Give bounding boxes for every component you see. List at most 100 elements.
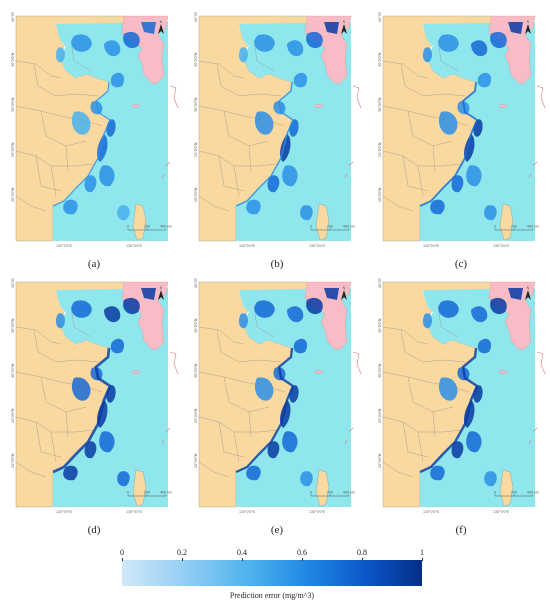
latitude-label: 25°0'0"N — [11, 408, 15, 423]
map-svg: N 0 200 400 km 40°0'0"N 35°0'0"N 30°0'0"N 25°0'… — [8, 278, 180, 518]
north-arrow-icon: N — [341, 286, 347, 300]
scale-label: 0 — [310, 491, 312, 495]
scale-label: 0 — [494, 225, 496, 229]
latitude-label: 35°0'0"N — [11, 318, 15, 333]
latitude-label: 35°0'0"N — [378, 318, 382, 333]
scale-label: 0 — [310, 225, 312, 229]
scale-label: 0 — [127, 225, 129, 229]
map-panel: N 0 200 400 km 40°0'0"N 35°0'0"N 30°0'0"N 25°0'… — [8, 278, 180, 518]
latitude-label: 30°0'0"N — [11, 97, 15, 112]
panel-label: (a) — [87, 258, 101, 270]
longitude-label: 120°0'0"E — [56, 510, 72, 514]
latitude-label: 20°0'0"N — [11, 187, 15, 202]
latitude-label: 40°0'0"N — [194, 278, 198, 288]
latitude-label: 35°0'0"N — [378, 52, 382, 67]
scale-label: 200 — [511, 225, 517, 229]
colorbar-tick-mark — [121, 558, 123, 561]
scale-label: 400 km — [527, 491, 539, 495]
scale-label: 200 — [511, 491, 517, 495]
scale-label: 200 — [327, 225, 333, 229]
scale-label: 200 — [144, 491, 150, 495]
scale-label: 200 — [327, 491, 333, 495]
latitude-label: 25°0'0"N — [194, 408, 198, 423]
latitude-label: 40°0'0"N — [11, 278, 15, 288]
colorbar-tick-label: 0.2 — [177, 548, 187, 557]
north-label: N — [527, 286, 530, 290]
colorbar — [122, 560, 422, 586]
longitude-label: 120°0'0"E — [56, 244, 72, 248]
scale-bar: 0 200 400 km — [494, 225, 539, 231]
colorbar-tick-label: 1 — [420, 548, 424, 557]
latitude-label: 40°0'0"N — [194, 12, 198, 22]
latitude-label: 30°0'0"N — [194, 363, 198, 378]
map-panel: N 0 200 400 km 40°0'0"N 35°0'0"N 30°0'0"N 25°0'… — [191, 12, 363, 252]
panel-label: (e) — [270, 524, 284, 536]
scale-label: 400 km — [527, 225, 539, 229]
scale-bar: 0 200 400 km — [127, 491, 172, 497]
latitude-label: 25°0'0"N — [194, 142, 198, 157]
longitude-label: 130°0'0"E — [126, 244, 142, 248]
colorbar-tick-label: 0 — [120, 548, 124, 557]
latitude-label: 40°0'0"N — [378, 278, 382, 288]
longitude-label: 130°0'0"E — [309, 244, 325, 248]
latitude-label: 20°0'0"N — [378, 453, 382, 468]
latitude-label: 35°0'0"N — [194, 318, 198, 333]
longitude-label: 130°0'0"E — [126, 510, 142, 514]
latitude-label: 30°0'0"N — [11, 363, 15, 378]
colorbar-tick-mark — [421, 558, 423, 561]
scale-label: 0 — [494, 491, 496, 495]
panel-label: (f) — [455, 524, 467, 536]
north-label: N — [160, 286, 163, 290]
scale-bar: 0 200 400 km — [310, 491, 355, 497]
north-arrow-icon: N — [158, 20, 164, 34]
map-svg: N 0 200 400 km 40°0'0"N 35°0'0"N 30°0'0"N 25°0'… — [375, 278, 547, 518]
latitude-label: 35°0'0"N — [11, 52, 15, 67]
north-label: N — [343, 286, 346, 290]
scale-bar: 0 200 400 km — [127, 225, 172, 231]
panel-label: (c) — [454, 258, 468, 270]
latitude-label: 20°0'0"N — [194, 453, 198, 468]
latitude-label: 20°0'0"N — [11, 453, 15, 468]
north-arrow-icon: N — [158, 286, 164, 300]
map-panel: N 0 200 400 km 40°0'0"N 35°0'0"N 30°0'0"N 25°0'… — [375, 12, 547, 252]
error-patches — [55, 22, 156, 221]
map-panel: N 0 200 400 km 40°0'0"N 35°0'0"N 30°0'0"N 25°0'… — [375, 278, 547, 518]
longitude-label: 130°0'0"E — [493, 244, 509, 248]
colorbar-title: Prediction error (mg/m^3) — [229, 591, 315, 600]
scale-label: 400 km — [160, 491, 172, 495]
north-arrow-icon: N — [525, 286, 531, 300]
map-svg: N 0 200 400 km 40°0'0"N 35°0'0"N 30°0'0"N 25°0'… — [375, 12, 547, 252]
longitude-label: 120°0'0"E — [423, 244, 439, 248]
error-patches — [238, 22, 339, 221]
latitude-label: 30°0'0"N — [378, 97, 382, 112]
scale-bar: 0 200 400 km — [310, 225, 355, 231]
scale-label: 0 — [127, 491, 129, 495]
longitude-label: 130°0'0"E — [493, 510, 509, 514]
error-patches — [422, 288, 523, 487]
colorbar-tick-label: 0.4 — [237, 548, 247, 557]
longitude-label: 120°0'0"E — [423, 510, 439, 514]
scale-label: 400 km — [343, 225, 355, 229]
error-patches — [238, 288, 339, 487]
map-svg: N 0 200 400 km 40°0'0"N 35°0'0"N 30°0'0"N 25°0'… — [191, 12, 363, 252]
colorbar-tick-label: 0.6 — [297, 548, 307, 557]
panel-label: (b) — [270, 258, 284, 270]
colorbar-tick-mark — [241, 558, 243, 561]
latitude-label: 25°0'0"N — [378, 142, 382, 157]
latitude-label: 20°0'0"N — [378, 187, 382, 202]
map-panel: N 0 200 400 km 40°0'0"N 35°0'0"N 30°0'0"N 25°0'… — [191, 278, 363, 518]
north-label: N — [160, 20, 163, 24]
latitude-label: 35°0'0"N — [194, 52, 198, 67]
map-svg: N 0 200 400 km 40°0'0"N 35°0'0"N 30°0'0"N 25°0'… — [191, 278, 363, 518]
longitude-label: 120°0'0"E — [239, 510, 255, 514]
longitude-label: 120°0'0"E — [239, 244, 255, 248]
latitude-label: 25°0'0"N — [378, 408, 382, 423]
colorbar-tick-mark — [361, 558, 363, 561]
colorbar-tick-mark — [181, 558, 183, 561]
error-patches — [422, 22, 523, 221]
colorbar-tick-mark — [301, 558, 303, 561]
scale-bar: 0 200 400 km — [494, 491, 539, 497]
scale-label: 400 km — [160, 225, 172, 229]
north-arrow-icon: N — [525, 20, 531, 34]
colorbar-tick-label: 0.8 — [357, 548, 367, 557]
